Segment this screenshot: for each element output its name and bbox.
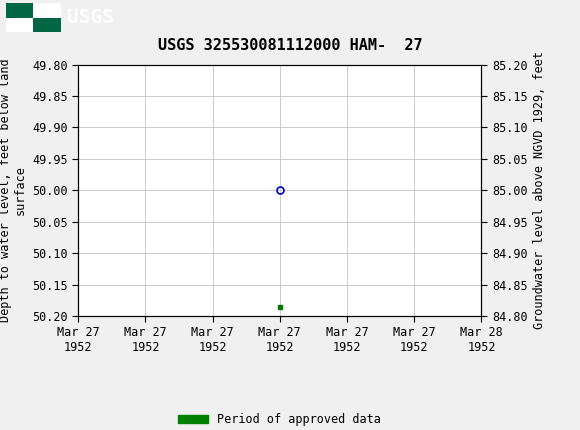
Legend: Period of approved data: Period of approved data bbox=[174, 408, 386, 430]
Y-axis label: Depth to water level, feet below land
surface: Depth to water level, feet below land su… bbox=[0, 58, 27, 322]
Text: USGS: USGS bbox=[67, 8, 114, 27]
Text: USGS 325530081112000 HAM-  27: USGS 325530081112000 HAM- 27 bbox=[158, 38, 422, 52]
Bar bbox=[6, 3, 34, 18]
Bar bbox=[34, 3, 61, 18]
Bar bbox=[6, 3, 61, 32]
Bar bbox=[34, 18, 61, 32]
Bar bbox=[6, 18, 34, 32]
Y-axis label: Groundwater level above NGVD 1929, feet: Groundwater level above NGVD 1929, feet bbox=[533, 51, 546, 329]
